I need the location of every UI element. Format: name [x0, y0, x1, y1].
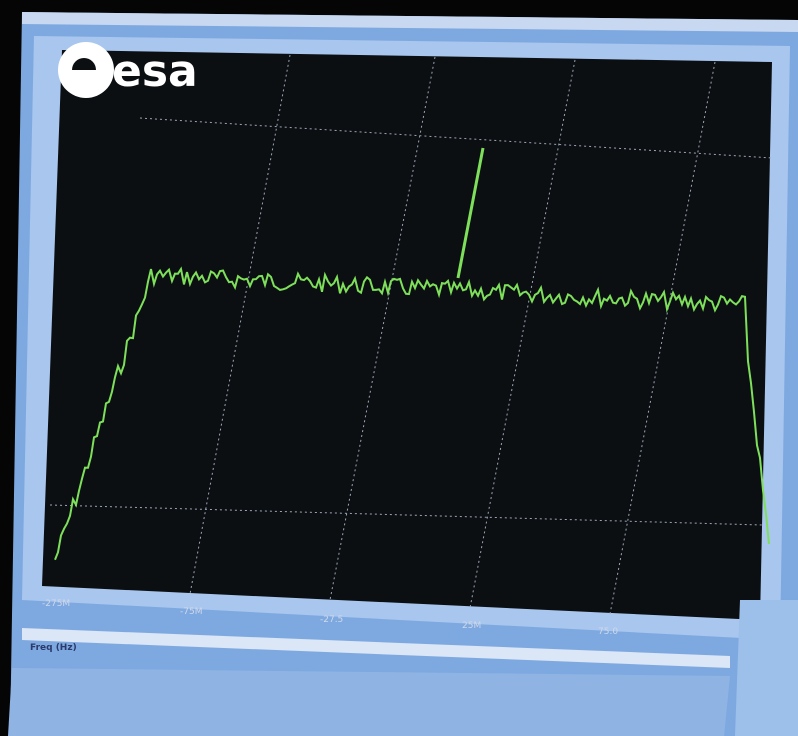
status-panel [8, 668, 730, 736]
x-tick-label: 75.0 [598, 627, 618, 637]
x-tick-label: 25M [462, 621, 481, 631]
plot-area [42, 50, 772, 620]
screen-photo: -275M -75M -27.5 25M 75.0 Freq (Hz) esa [0, 0, 798, 736]
x-axis-label: Freq (Hz) [30, 643, 77, 653]
x-tick-label: -275M [42, 599, 70, 609]
x-tick-label: -75M [180, 607, 202, 617]
side-panel [735, 600, 798, 736]
logo-text: esa [112, 46, 198, 97]
x-tick-label: -27.5 [320, 615, 343, 625]
